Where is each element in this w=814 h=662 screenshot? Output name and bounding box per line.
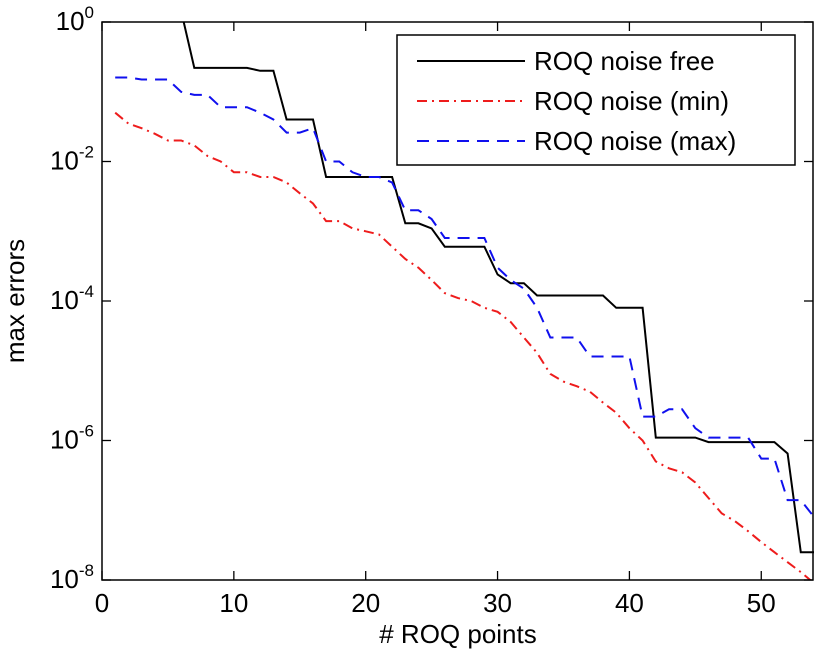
x-axis-label: # ROQ points [379,619,537,649]
y-axis-label: max errors [0,239,30,363]
legend-label-2: ROQ noise (min) [534,86,729,116]
legend: ROQ noise free ROQ noise (min) ROQ noise (… [396,34,796,166]
y-tick-label: 10-4 [50,282,94,315]
series-line-1 [182,22,814,554]
legend-label-1: ROQ noise free [534,46,715,76]
tick-labels-layer: 0 10 20 30 40 50 10-8 10-6 10-4 10-2 100 [50,3,776,618]
y-tick-label: 100 [56,3,94,36]
series-line-2 [114,111,812,580]
legend-label-3: ROQ noise (max) [534,126,736,156]
x-tick-label: 10 [219,588,248,618]
ticks-layer [101,21,813,581]
x-tick-label: 30 [483,588,512,618]
y-tick-label: 10-6 [50,422,94,455]
x-tick-label: 20 [351,588,380,618]
x-tick-label: 40 [615,588,644,618]
series-line-3 [115,76,814,518]
x-tick-label: 0 [95,588,109,618]
y-tick-label: 10-2 [50,143,94,176]
series-layer [114,22,814,580]
y-tick-label: 10-8 [50,561,94,594]
x-tick-label: 50 [747,588,776,618]
